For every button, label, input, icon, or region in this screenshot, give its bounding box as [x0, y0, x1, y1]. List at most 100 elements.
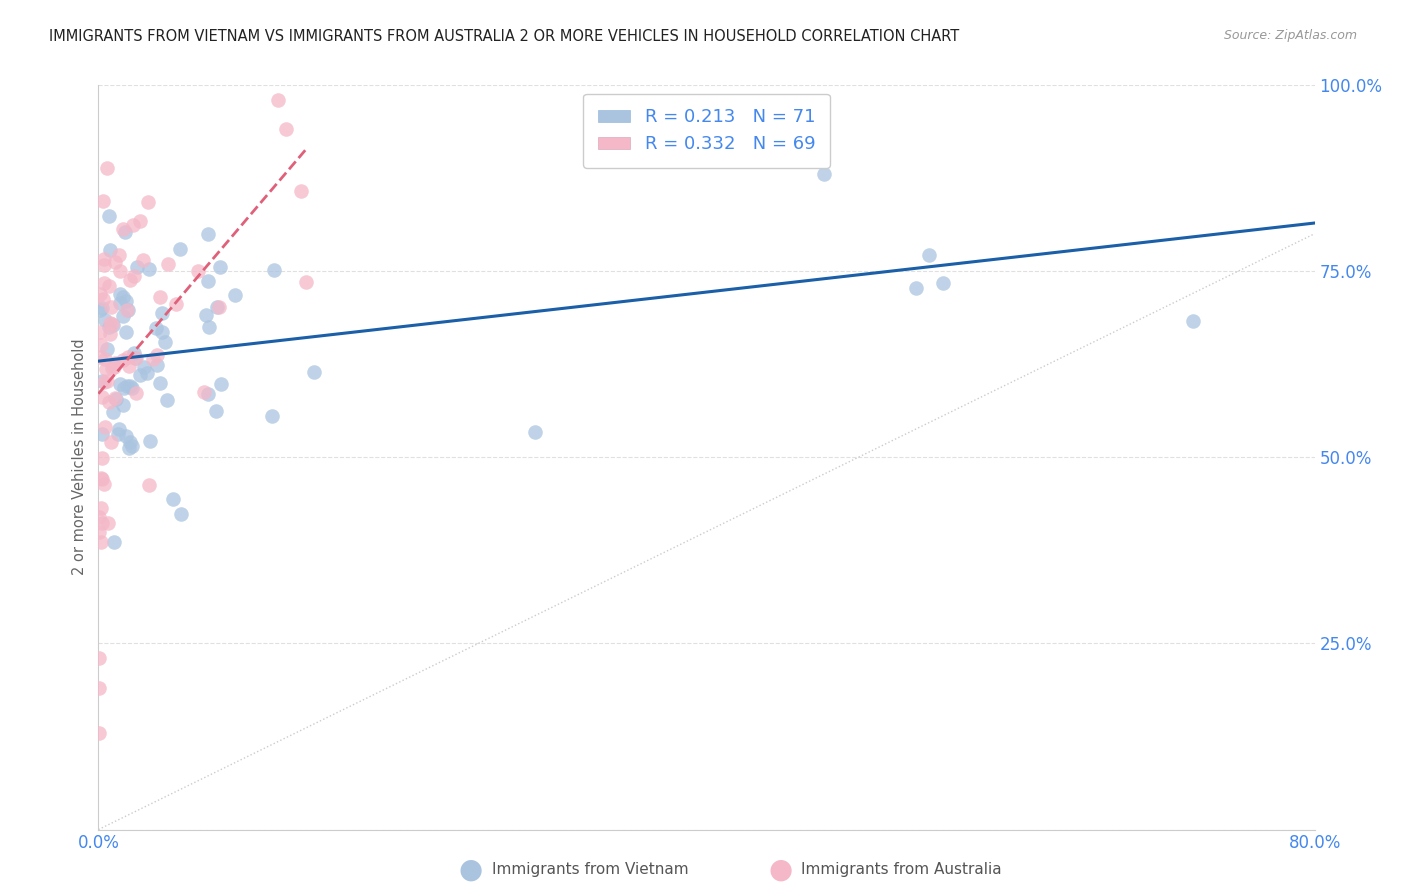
Point — [101, 361, 124, 376]
Point — [224, 288, 246, 302]
Point — [742, 146, 765, 161]
Point — [101, 405, 124, 419]
Point — [136, 195, 159, 210]
Point — [118, 379, 141, 393]
Point — [129, 368, 152, 383]
Point — [150, 306, 173, 320]
Point — [197, 387, 219, 401]
Point — [124, 351, 146, 365]
Point — [90, 390, 112, 404]
Point — [302, 365, 325, 379]
Point — [94, 313, 117, 327]
Point — [262, 409, 284, 423]
Point — [170, 507, 193, 521]
Point — [93, 375, 115, 389]
Point — [97, 209, 120, 223]
Point — [101, 317, 124, 331]
Point — [208, 300, 231, 314]
Point — [118, 359, 141, 373]
Point — [90, 471, 112, 485]
Point — [94, 362, 117, 376]
Point — [100, 300, 122, 314]
Point — [108, 264, 131, 278]
Point — [139, 434, 162, 449]
Point — [149, 290, 172, 304]
Point — [104, 255, 127, 269]
Point — [276, 122, 298, 136]
Point — [156, 257, 179, 271]
Point — [138, 478, 160, 492]
Point — [94, 351, 117, 366]
Point — [112, 399, 135, 413]
Point — [125, 351, 148, 365]
Point — [146, 348, 169, 362]
Point — [89, 286, 111, 301]
Point — [118, 441, 141, 455]
Point — [131, 253, 153, 268]
Point — [104, 392, 127, 406]
Text: Source: ZipAtlas.com: Source: ZipAtlas.com — [1223, 29, 1357, 42]
Point — [93, 258, 115, 272]
Point — [122, 345, 145, 359]
Point — [156, 393, 179, 408]
Point — [103, 360, 125, 375]
Point — [101, 318, 124, 332]
Point — [103, 535, 125, 549]
Point — [97, 516, 120, 530]
Point — [117, 351, 139, 365]
Point — [98, 317, 121, 331]
Point — [295, 275, 318, 289]
Point — [96, 374, 118, 388]
Point — [207, 300, 229, 314]
Point — [90, 534, 112, 549]
Point — [121, 219, 143, 233]
Point — [162, 491, 184, 506]
Point — [110, 296, 132, 310]
Point — [89, 326, 111, 340]
Point — [197, 319, 219, 334]
Point — [195, 309, 218, 323]
Point — [98, 319, 121, 334]
Point — [90, 301, 112, 316]
Point — [153, 334, 176, 349]
Point — [129, 214, 152, 228]
Point — [121, 439, 143, 453]
Point — [96, 343, 118, 357]
Text: Immigrants from Vietnam: Immigrants from Vietnam — [492, 863, 689, 877]
Point — [112, 222, 135, 236]
Point — [1182, 314, 1205, 328]
Point — [197, 274, 219, 288]
Point — [523, 425, 546, 440]
Point — [98, 327, 121, 342]
Point — [904, 281, 927, 295]
Point — [125, 386, 148, 401]
Point — [115, 379, 138, 393]
Point — [108, 376, 131, 391]
Point — [267, 93, 290, 107]
Point — [93, 276, 115, 290]
Point — [138, 262, 160, 277]
Text: IMMIGRANTS FROM VIETNAM VS IMMIGRANTS FROM AUSTRALIA 2 OR MORE VEHICLES IN HOUSE: IMMIGRANTS FROM VIETNAM VS IMMIGRANTS FR… — [49, 29, 959, 44]
Point — [89, 651, 111, 665]
Point — [91, 516, 114, 530]
Point — [98, 395, 121, 409]
Point — [104, 392, 127, 406]
Point — [96, 161, 118, 175]
Point — [89, 350, 111, 364]
Point — [89, 681, 111, 695]
Point — [918, 247, 941, 261]
Point — [115, 302, 138, 317]
Point — [169, 242, 191, 256]
Point — [107, 427, 129, 442]
Point — [91, 293, 114, 307]
Point — [146, 358, 169, 372]
Point — [127, 260, 149, 275]
Point — [813, 167, 835, 181]
Point — [108, 422, 131, 436]
Point — [93, 477, 115, 491]
Point — [111, 310, 134, 324]
Point — [136, 366, 159, 380]
Text: ●: ● — [458, 855, 484, 884]
Point — [91, 472, 114, 486]
Point — [111, 290, 134, 304]
